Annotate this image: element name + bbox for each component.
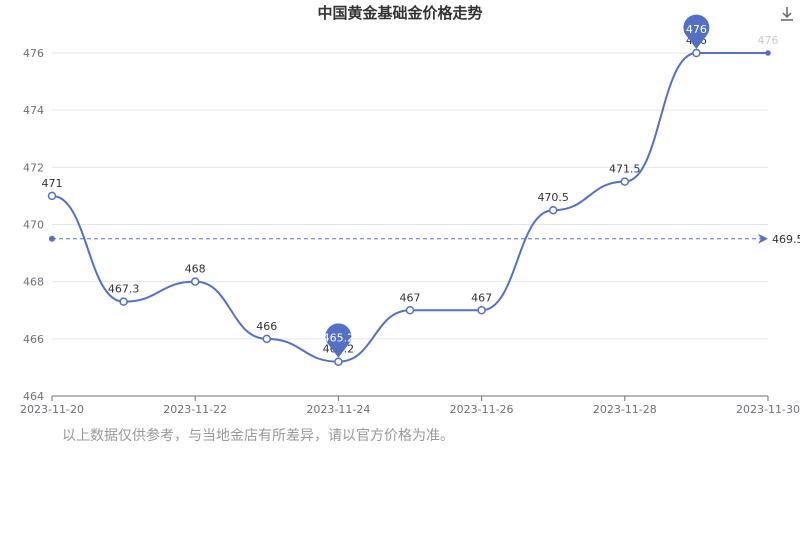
x-tick-label: 2023-11-28 <box>593 403 657 416</box>
data-label: 466 <box>256 320 277 333</box>
data-point <box>620 177 630 186</box>
y-tick-label: 470 <box>23 219 44 232</box>
data-label: 468 <box>185 263 206 276</box>
data-points <box>47 48 771 366</box>
data-point <box>477 306 486 315</box>
series-line <box>51 52 768 363</box>
data-point <box>190 277 200 286</box>
data-point <box>334 357 343 366</box>
x-tick-label: 2023-11-20 <box>20 403 84 416</box>
extreme-markers: 476 465.2 <box>323 14 710 358</box>
series-path <box>51 52 768 363</box>
x-tick-label: 2023-11-26 <box>450 403 514 416</box>
min-pin-marker <box>325 323 352 358</box>
y-tick-label: 464 <box>23 390 44 403</box>
x-tick-label: 2023-11-24 <box>306 403 370 416</box>
download-icon[interactable] <box>778 5 796 23</box>
data-label: 467 <box>400 291 421 304</box>
data-point <box>262 334 272 344</box>
y-tick-label: 472 <box>23 161 44 174</box>
average-line: 469.5 <box>49 233 800 246</box>
average-label: 469.5 <box>772 233 800 246</box>
x-tick-label: 2023-11-30 <box>736 403 800 416</box>
data-label: 471 <box>42 177 63 190</box>
max-pin-marker-label: 476 <box>686 23 707 36</box>
x-tick-label: 2023-11-22 <box>163 403 227 416</box>
data-point <box>47 191 57 201</box>
y-tick-label: 466 <box>23 333 44 346</box>
data-point <box>405 306 415 315</box>
max-pin-marker <box>683 14 710 50</box>
average-start-dot <box>49 235 55 242</box>
data-point <box>548 205 558 215</box>
data-label: 467.3 <box>108 283 140 296</box>
data-label: 476 <box>758 34 779 47</box>
y-tick-label: 468 <box>23 276 44 289</box>
data-point <box>119 297 128 306</box>
grid-lines <box>52 52 768 340</box>
chart-title: 中国黄金基础金价格走势 <box>317 4 482 22</box>
min-pin-marker-label: 465.2 <box>323 332 355 345</box>
data-label: 467 <box>471 291 492 304</box>
y-tick-label: 476 <box>23 47 44 60</box>
data-label: 470.5 <box>537 191 569 204</box>
data-point <box>765 50 771 56</box>
y-tick-label: 474 <box>23 104 44 117</box>
data-label: 471.5 <box>609 163 641 176</box>
disclaimer-note: 以上数据仅供参考，与当地金店有所差异，请以官方价格为准。 <box>62 428 454 444</box>
data-point <box>692 48 701 58</box>
average-arrow <box>758 233 768 244</box>
axes: 464 466 468 470 472 474 476 2023-11-20 2023-11-2… <box>20 47 800 416</box>
